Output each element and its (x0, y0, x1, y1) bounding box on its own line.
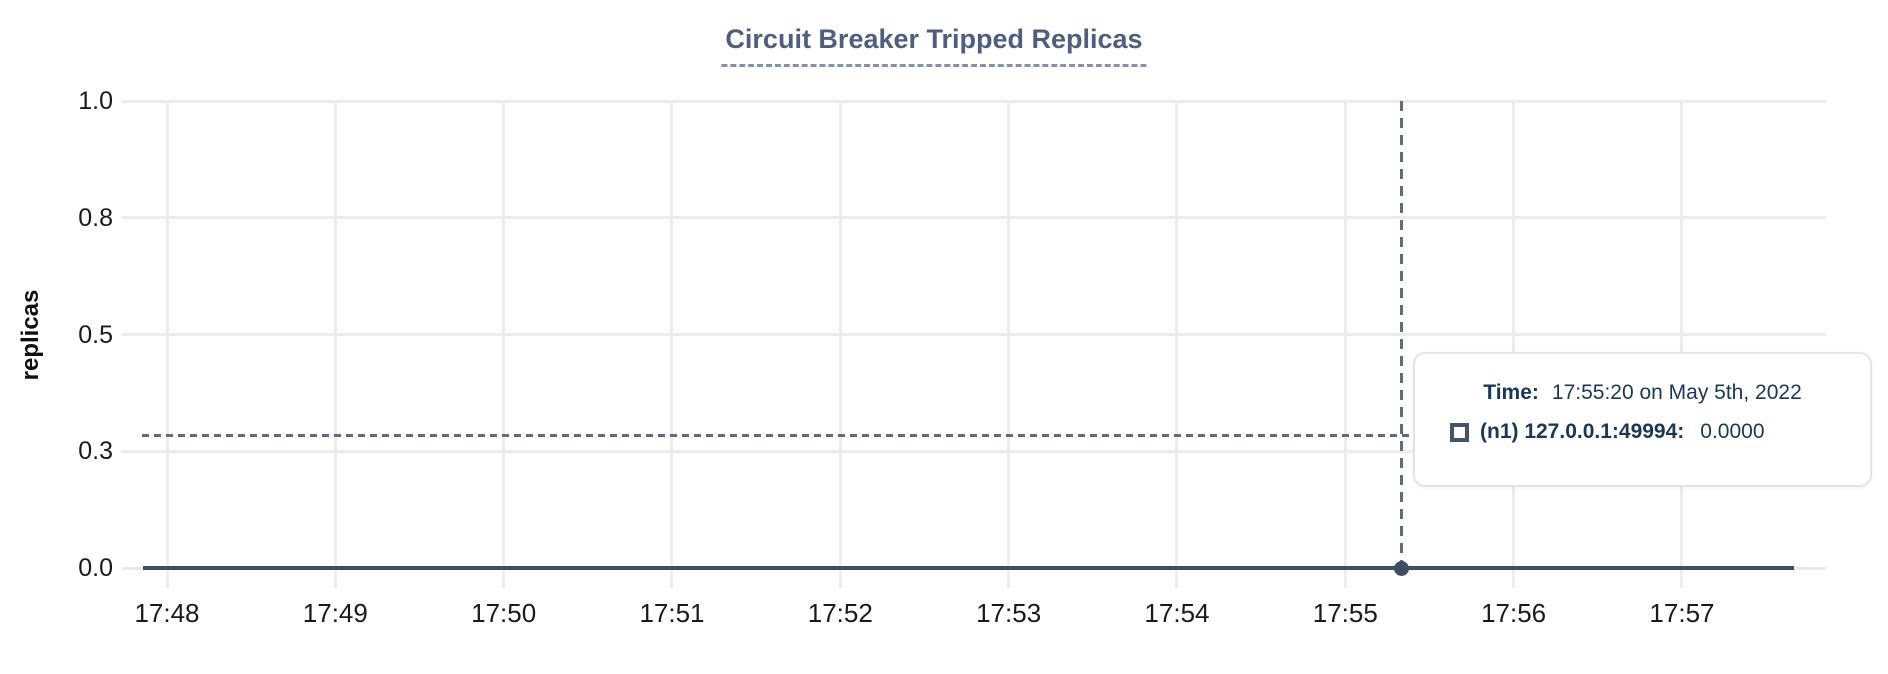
y-gridline (122, 449, 1826, 453)
x-tick-label: 17:48 (134, 598, 200, 628)
x-gridline (1512, 101, 1516, 588)
crosshair-vertical (1399, 101, 1403, 568)
y-gridline (122, 99, 1826, 103)
series-swatch-icon (1450, 422, 1469, 442)
tooltip: Time: 17:55:20 on May 5th, 2022 (n1) 127.… (1413, 352, 1872, 487)
y-tick-label: 0.5 (78, 320, 113, 349)
crosshair-horizontal (142, 433, 1413, 437)
y-tick-label: 0.3 (78, 437, 113, 466)
x-tick-label: 17:55 (1312, 598, 1378, 628)
tooltip-time-value: 17:55:20 on May 5th, 2022 (1551, 381, 1802, 404)
x-gridline (165, 101, 169, 588)
tooltip-series-value: 0.0000 (1700, 420, 1765, 443)
y-gridline (122, 333, 1826, 336)
x-tick-label: 17:49 (302, 598, 368, 628)
series-hover-dot (1393, 560, 1409, 576)
chart-title: Circuit Breaker Tripped Replicas (721, 24, 1147, 67)
tooltip-series-row: (n1) 127.0.0.1:49994: 0.0000 (1415, 420, 1870, 444)
series-line (143, 566, 1794, 570)
x-tick-label: 17:57 (1649, 598, 1715, 628)
x-tick-label: 17:52 (807, 598, 873, 628)
y-tick-label: 0.8 (78, 203, 113, 232)
tooltip-series-label: (n1) 127.0.0.1:49994: (1480, 420, 1685, 443)
x-gridline (333, 101, 337, 588)
x-tick-label: 17:53 (976, 598, 1042, 628)
tooltip-time-label: Time: (1483, 381, 1539, 404)
x-gridline (838, 101, 842, 588)
y-tick-label: 1.0 (78, 87, 113, 115)
x-gridline (1175, 101, 1179, 588)
y-gridline (122, 216, 1826, 220)
x-gridline (1680, 101, 1684, 588)
x-tick-label: 17:50 (471, 598, 537, 628)
x-gridline (1343, 101, 1347, 588)
x-tick-label: 17:54 (1144, 598, 1210, 628)
x-tick-label: 17:56 (1481, 598, 1547, 628)
tooltip-time-row: Time: 17:55:20 on May 5th, 2022 (1415, 381, 1870, 405)
x-tick-label: 17:51 (639, 598, 705, 628)
x-gridline (502, 101, 506, 588)
x-gridline (670, 101, 674, 588)
y-tick-label: 0.0 (78, 554, 113, 582)
x-gridline (1007, 101, 1011, 588)
